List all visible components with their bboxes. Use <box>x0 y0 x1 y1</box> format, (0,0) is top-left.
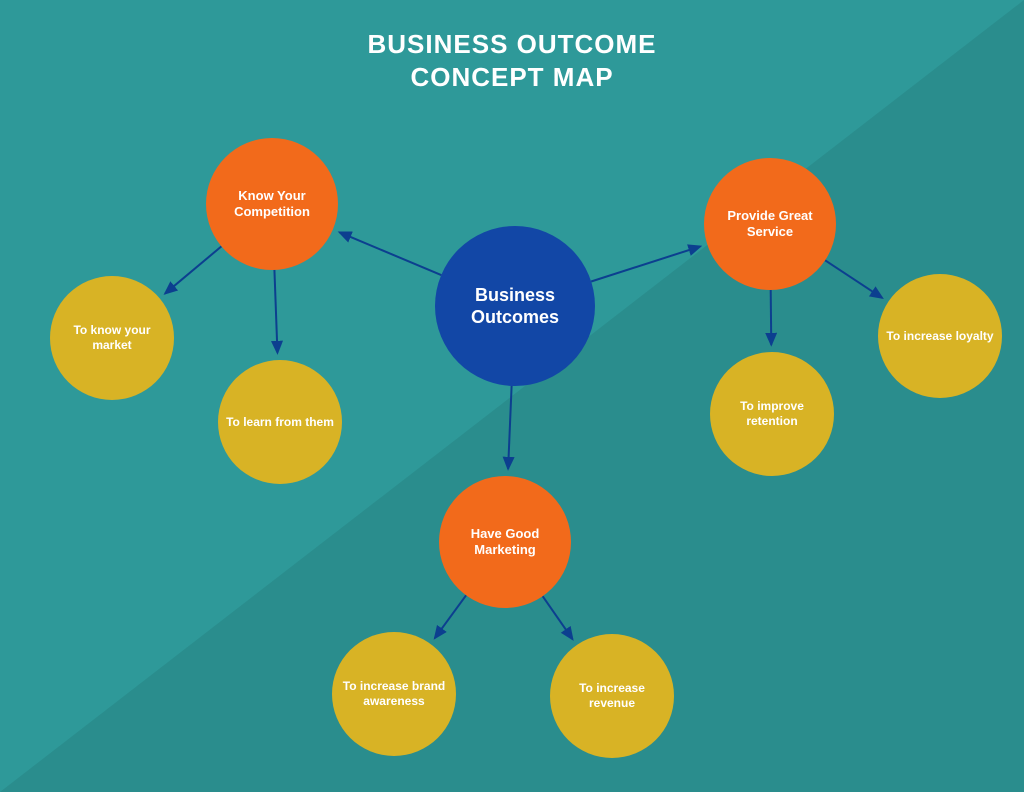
node-know-market: To know your market <box>50 276 174 400</box>
concept-map-stage: BUSINESS OUTCOME CONCEPT MAP Business Ou… <box>0 0 1024 792</box>
node-label: To know your market <box>58 323 166 353</box>
node-label: To learn from them <box>226 415 334 430</box>
node-improve-retention: To improve retention <box>710 352 834 476</box>
title-line1: BUSINESS OUTCOME <box>367 29 656 59</box>
node-increase-revenue: To increase revenue <box>550 634 674 758</box>
background <box>0 0 1024 792</box>
node-label: To increase brand awareness <box>340 679 448 709</box>
node-label: Know Your Competition <box>214 188 330 221</box>
node-label: To increase revenue <box>558 681 666 711</box>
title-line2: CONCEPT MAP <box>410 62 613 92</box>
node-label: Business Outcomes <box>443 284 587 329</box>
node-label: To increase loyalty <box>886 329 993 344</box>
node-good-marketing: Have Good Marketing <box>439 476 571 608</box>
node-business-outcomes: Business Outcomes <box>435 226 595 386</box>
node-know-competition: Know Your Competition <box>206 138 338 270</box>
node-provide-service: Provide Great Service <box>704 158 836 290</box>
diagram-title: BUSINESS OUTCOME CONCEPT MAP <box>0 28 1024 93</box>
node-learn-from-them: To learn from them <box>218 360 342 484</box>
node-label: Provide Great Service <box>712 208 828 241</box>
node-label: Have Good Marketing <box>447 526 563 559</box>
node-brand-awareness: To increase brand awareness <box>332 632 456 756</box>
node-increase-loyalty: To increase loyalty <box>878 274 1002 398</box>
node-label: To improve retention <box>718 399 826 429</box>
